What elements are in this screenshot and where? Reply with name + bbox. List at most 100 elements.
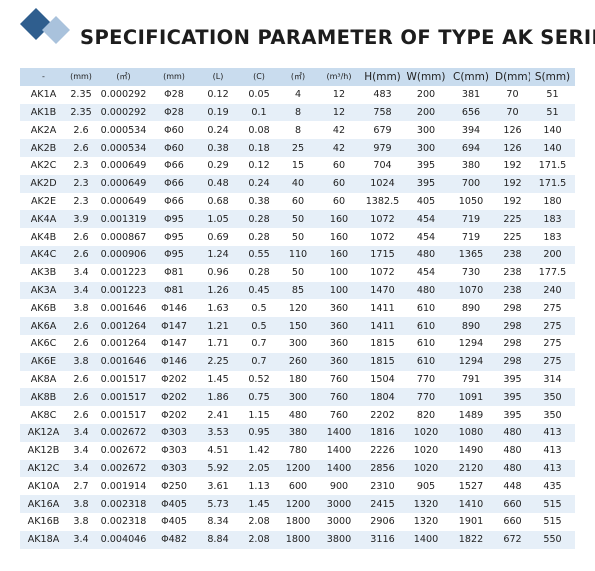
table-cell: 394 [447, 121, 495, 140]
table-cell: 51 [530, 103, 575, 122]
table-cell: 480 [495, 441, 530, 460]
table-cell: 171.5 [530, 156, 575, 175]
table-cell: 3.9 [67, 210, 95, 229]
table-cell: 730 [447, 263, 495, 282]
table-cell: 760 [318, 406, 360, 424]
column-header: (C) [240, 68, 278, 86]
table-row: AK10A 2.7 0.001914 Φ250 3.61 1.13 600 900 2310 90… [20, 477, 575, 496]
table-cell: 8.84 [196, 530, 240, 549]
table-cell: 0.38 [240, 192, 278, 211]
table-row: AK16B 3.8 0.002318 Φ405 8.34 2.08 1800 3000 2906… [20, 512, 575, 531]
table-cell: Φ303 [152, 441, 196, 460]
table-cell: Φ95 [152, 210, 196, 229]
table-cell: 3.4 [67, 530, 95, 549]
table-cell: 672 [495, 530, 530, 549]
table-cell: 3000 [318, 512, 360, 531]
table-cell: 480 [495, 423, 530, 442]
table-cell: 0.24 [240, 174, 278, 193]
table-cell: 110 [278, 245, 318, 264]
table-cell: 0.002318 [95, 495, 152, 513]
table-cell: 1.13 [240, 477, 278, 496]
table-cell: 0.19 [196, 103, 240, 122]
table-cell: 260 [278, 352, 318, 371]
table-cell: 0.24 [196, 121, 240, 140]
table-cell: 480 [278, 406, 318, 424]
table-cell: 192 [495, 156, 530, 175]
model-cell: AK8C [20, 406, 67, 424]
table-cell: 0.45 [240, 281, 278, 300]
table-cell: 2226 [360, 441, 405, 460]
table-row: AK16A 3.8 0.002318 Φ405 5.73 1.45 1200 3000 2415… [20, 495, 575, 513]
table-cell: 4.51 [196, 441, 240, 460]
table-cell: 0.000649 [95, 192, 152, 211]
table-cell: 0.001319 [95, 210, 152, 229]
column-header: - [20, 68, 67, 86]
table-cell: 314 [530, 370, 575, 389]
column-header: (L) [196, 68, 240, 86]
table-row: AK6B 3.8 0.001646 Φ146 1.63 0.5 120 360 1411 610 8… [20, 299, 575, 318]
table-cell: 0.12 [240, 156, 278, 175]
table-cell: 413 [530, 423, 575, 442]
table-row: AK12B 3.4 0.002672 Φ303 4.51 1.42 780 1400 2226 1… [20, 441, 575, 460]
table-cell: 0.004046 [95, 530, 152, 549]
table-cell: 1.86 [196, 388, 240, 407]
table-cell: 1070 [447, 281, 495, 300]
table-row: AK4C 2.6 0.000906 Φ95 1.24 0.55 110 160 1715 480 1… [20, 245, 575, 264]
table-cell: 3.53 [196, 423, 240, 442]
table-cell: Φ303 [152, 423, 196, 442]
table-cell: 1072 [360, 263, 405, 282]
table-cell: 171.5 [530, 174, 575, 193]
table-cell: 610 [405, 334, 447, 353]
table-cell: 0.5 [240, 317, 278, 335]
table-cell: Φ146 [152, 352, 196, 371]
table-cell: 0.38 [196, 139, 240, 157]
table-cell: 3.8 [67, 495, 95, 513]
table-cell: 3800 [318, 530, 360, 549]
table-cell: 126 [495, 121, 530, 140]
table-cell: 758 [360, 103, 405, 122]
table-cell: Φ147 [152, 334, 196, 353]
table-cell: 1.21 [196, 317, 240, 335]
table-cell: 2202 [360, 406, 405, 424]
model-cell: AK18A [20, 530, 67, 549]
column-header: (m³/h) [318, 68, 360, 86]
table-cell: 780 [278, 441, 318, 460]
table-cell: 275 [530, 299, 575, 318]
model-cell: AK1B [20, 103, 67, 122]
table-cell: 150 [278, 317, 318, 335]
table-cell: 298 [495, 334, 530, 353]
table-cell: 126 [495, 139, 530, 157]
table-cell: 360 [318, 317, 360, 335]
table-cell: 1410 [447, 495, 495, 513]
table-cell: 50 [278, 228, 318, 246]
table-cell: 820 [405, 406, 447, 424]
table-cell: Φ60 [152, 139, 196, 157]
column-header: C(mm) [447, 68, 495, 86]
table-cell: Φ28 [152, 85, 196, 104]
table-cell: 770 [405, 370, 447, 389]
table-cell: 454 [405, 228, 447, 246]
table-row: AK6E 3.8 0.001646 Φ146 2.25 0.7 260 360 1815 610 1… [20, 352, 575, 371]
table-cell: 40 [278, 174, 318, 193]
table-cell: 2.3 [67, 174, 95, 193]
model-cell: AK16A [20, 495, 67, 513]
model-cell: AK2C [20, 156, 67, 175]
table-cell: 160 [318, 245, 360, 264]
table-cell: 4 [278, 85, 318, 104]
table-cell: 1901 [447, 512, 495, 531]
table-cell: 454 [405, 263, 447, 282]
table-cell: 3.4 [67, 281, 95, 300]
table-cell: 275 [530, 334, 575, 353]
table-cell: 2.6 [67, 139, 95, 157]
table-cell: 0.75 [240, 388, 278, 407]
table-cell: 300 [278, 334, 318, 353]
table-cell: 1200 [278, 459, 318, 478]
column-header: D(mm) [495, 68, 530, 86]
table-cell: 2.41 [196, 406, 240, 424]
table-cell: 3.8 [67, 299, 95, 318]
model-cell: AK10A [20, 477, 67, 496]
table-cell: 719 [447, 210, 495, 229]
table-cell: 0.002672 [95, 441, 152, 460]
table-cell: 1.45 [196, 370, 240, 389]
table-cell: 25 [278, 139, 318, 157]
